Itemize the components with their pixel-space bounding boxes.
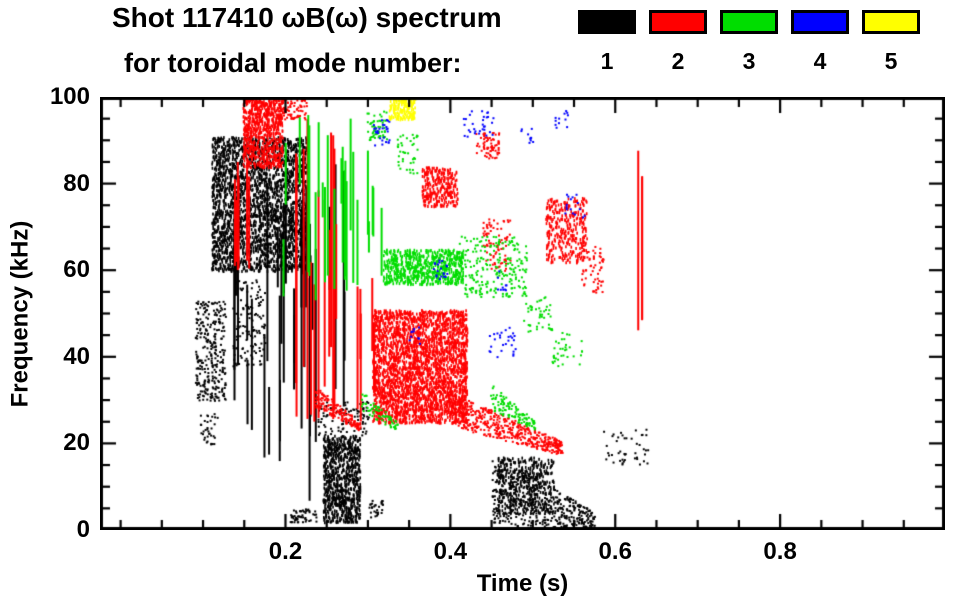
y-tick-label: 40 [63,342,90,370]
legend-item-3: 3 [720,10,778,73]
spectrum-plot [100,97,945,530]
y-tick-label: 80 [63,169,90,197]
y-tick-label: 0 [76,516,90,543]
legend-swatch-icon [720,10,778,34]
legend-swatch-icon [791,10,849,34]
legend-item-2: 2 [649,10,707,73]
legend-swatch-icon [649,10,707,34]
legend-item-1: 1 [578,10,636,73]
chart-subtitle: for toroidal mode number: [124,48,462,78]
x-tick-label: 0.8 [763,538,797,565]
x-tick-label: 0.2 [268,538,303,565]
legend: 1 2 3 4 5 [578,10,920,73]
y-tick-label: 100 [49,83,90,110]
x-tick-label: 0.4 [433,538,468,565]
legend-swatch-icon [578,10,636,34]
y-tick-label: 20 [63,429,90,457]
legend-item-4: 4 [791,10,849,73]
legend-swatch-icon [862,10,920,34]
legend-label: 1 [600,48,614,74]
y-axis-label: Frequency (kHz) [6,220,34,407]
legend-label: 5 [884,48,898,74]
legend-item-5: 5 [862,10,920,73]
x-axis-label: Time (s) [476,570,569,597]
y-tick-label: 60 [63,256,90,284]
legend-label: 3 [742,48,756,74]
legend-label: 4 [813,48,827,74]
chart-title: Shot 117410 ωB(ω) spectrum [112,2,502,33]
x-tick-label: 0.6 [598,538,632,565]
y-axis-label-wrap: Frequency (kHz) [4,97,36,530]
legend-label: 2 [671,48,685,74]
